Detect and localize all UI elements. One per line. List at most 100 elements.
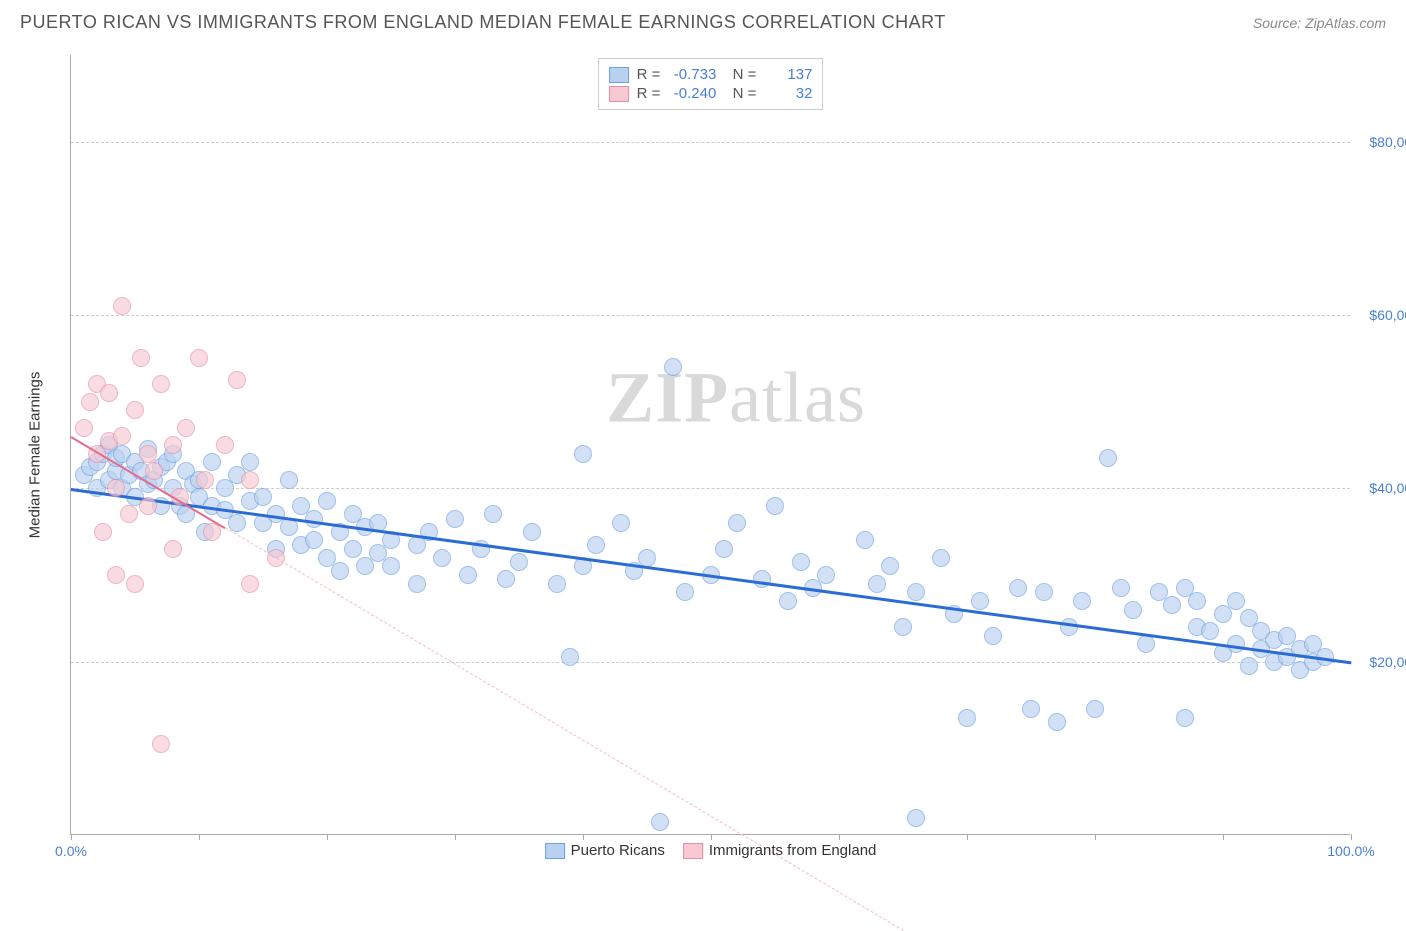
legend-label-2: Immigrants from England — [709, 842, 877, 859]
source-attribution: Source: ZipAtlas.com — [1253, 15, 1386, 31]
data-point — [344, 540, 362, 558]
x-tick — [327, 834, 328, 840]
correlation-legend: R = -0.733 N = 137 R = -0.240 N = 32 — [598, 58, 824, 110]
data-point — [132, 349, 150, 367]
data-point — [523, 523, 541, 541]
data-point — [152, 375, 170, 393]
data-point — [126, 575, 144, 593]
data-point — [484, 505, 502, 523]
data-point — [382, 557, 400, 575]
x-tick — [455, 834, 456, 840]
data-point — [94, 523, 112, 541]
data-point — [164, 436, 182, 454]
data-point — [216, 436, 234, 454]
data-point — [548, 575, 566, 593]
watermark: ZIPatlas — [606, 356, 866, 439]
data-point — [1124, 601, 1142, 619]
x-tick — [71, 834, 72, 840]
y-tick-label: $60,000 — [1360, 307, 1406, 323]
x-tick — [1223, 834, 1224, 840]
legend-bottom-swatch-1 — [545, 843, 565, 859]
data-point — [107, 479, 125, 497]
data-point — [113, 297, 131, 315]
data-point — [241, 575, 259, 593]
x-tick-label: 0.0% — [55, 843, 87, 859]
data-point — [228, 371, 246, 389]
x-tick — [711, 834, 712, 840]
data-point — [1035, 583, 1053, 601]
data-point — [881, 557, 899, 575]
data-point — [958, 709, 976, 727]
y-tick-label: $80,000 — [1360, 134, 1406, 150]
data-point — [408, 575, 426, 593]
legend-item-1: Puerto Ricans — [545, 842, 665, 859]
gridline — [71, 662, 1350, 663]
data-point — [433, 549, 451, 567]
data-point — [574, 445, 592, 463]
data-point — [228, 514, 246, 532]
r-value-1: -0.733 — [668, 66, 716, 83]
data-point — [817, 566, 835, 584]
data-point — [779, 592, 797, 610]
data-point — [145, 462, 163, 480]
data-point — [1176, 709, 1194, 727]
data-point — [241, 453, 259, 471]
data-point — [971, 592, 989, 610]
data-point — [1009, 579, 1027, 597]
data-point — [152, 735, 170, 753]
data-point — [1188, 592, 1206, 610]
data-point — [75, 419, 93, 437]
data-point — [561, 648, 579, 666]
data-point — [587, 536, 605, 554]
data-point — [305, 510, 323, 528]
r-value-2: -0.240 — [668, 85, 716, 102]
chart-container: Median Female Earnings ZIPatlas R = -0.7… — [50, 55, 1370, 855]
x-tick — [1095, 834, 1096, 840]
x-tick — [967, 834, 968, 840]
data-point — [318, 492, 336, 510]
n-label: N = — [724, 85, 756, 102]
data-point — [280, 471, 298, 489]
data-point — [1137, 635, 1155, 653]
data-point — [100, 384, 118, 402]
data-point — [1022, 700, 1040, 718]
n-value-1: 137 — [764, 66, 812, 83]
data-point — [651, 813, 669, 831]
n-label: N = — [724, 66, 756, 83]
data-point — [1240, 657, 1258, 675]
x-tick-label: 100.0% — [1327, 843, 1374, 859]
y-tick-label: $20,000 — [1360, 654, 1406, 670]
legend-swatch-1 — [609, 67, 629, 83]
data-point — [139, 497, 157, 515]
data-point — [241, 471, 259, 489]
legend-row-series-1: R = -0.733 N = 137 — [609, 65, 813, 84]
data-point — [612, 514, 630, 532]
legend-item-2: Immigrants from England — [683, 842, 877, 859]
data-point — [190, 349, 208, 367]
x-tick — [583, 834, 584, 840]
data-point — [1086, 700, 1104, 718]
x-tick — [1351, 834, 1352, 840]
watermark-light: atlas — [729, 357, 866, 437]
x-tick — [199, 834, 200, 840]
legend-swatch-2 — [609, 86, 629, 102]
data-point — [932, 549, 950, 567]
y-tick-label: $40,000 — [1360, 480, 1406, 496]
data-point — [254, 488, 272, 506]
data-point — [792, 553, 810, 571]
data-point — [459, 566, 477, 584]
data-point — [196, 471, 214, 489]
data-point — [907, 583, 925, 601]
data-point — [1073, 592, 1091, 610]
data-point — [81, 393, 99, 411]
data-point — [638, 549, 656, 567]
data-point — [894, 618, 912, 636]
x-tick — [839, 834, 840, 840]
data-point — [120, 505, 138, 523]
data-point — [510, 553, 528, 571]
data-point — [664, 358, 682, 376]
data-point — [856, 531, 874, 549]
trend-line — [71, 488, 1351, 664]
data-point — [107, 566, 125, 584]
legend-bottom-swatch-2 — [683, 843, 703, 859]
